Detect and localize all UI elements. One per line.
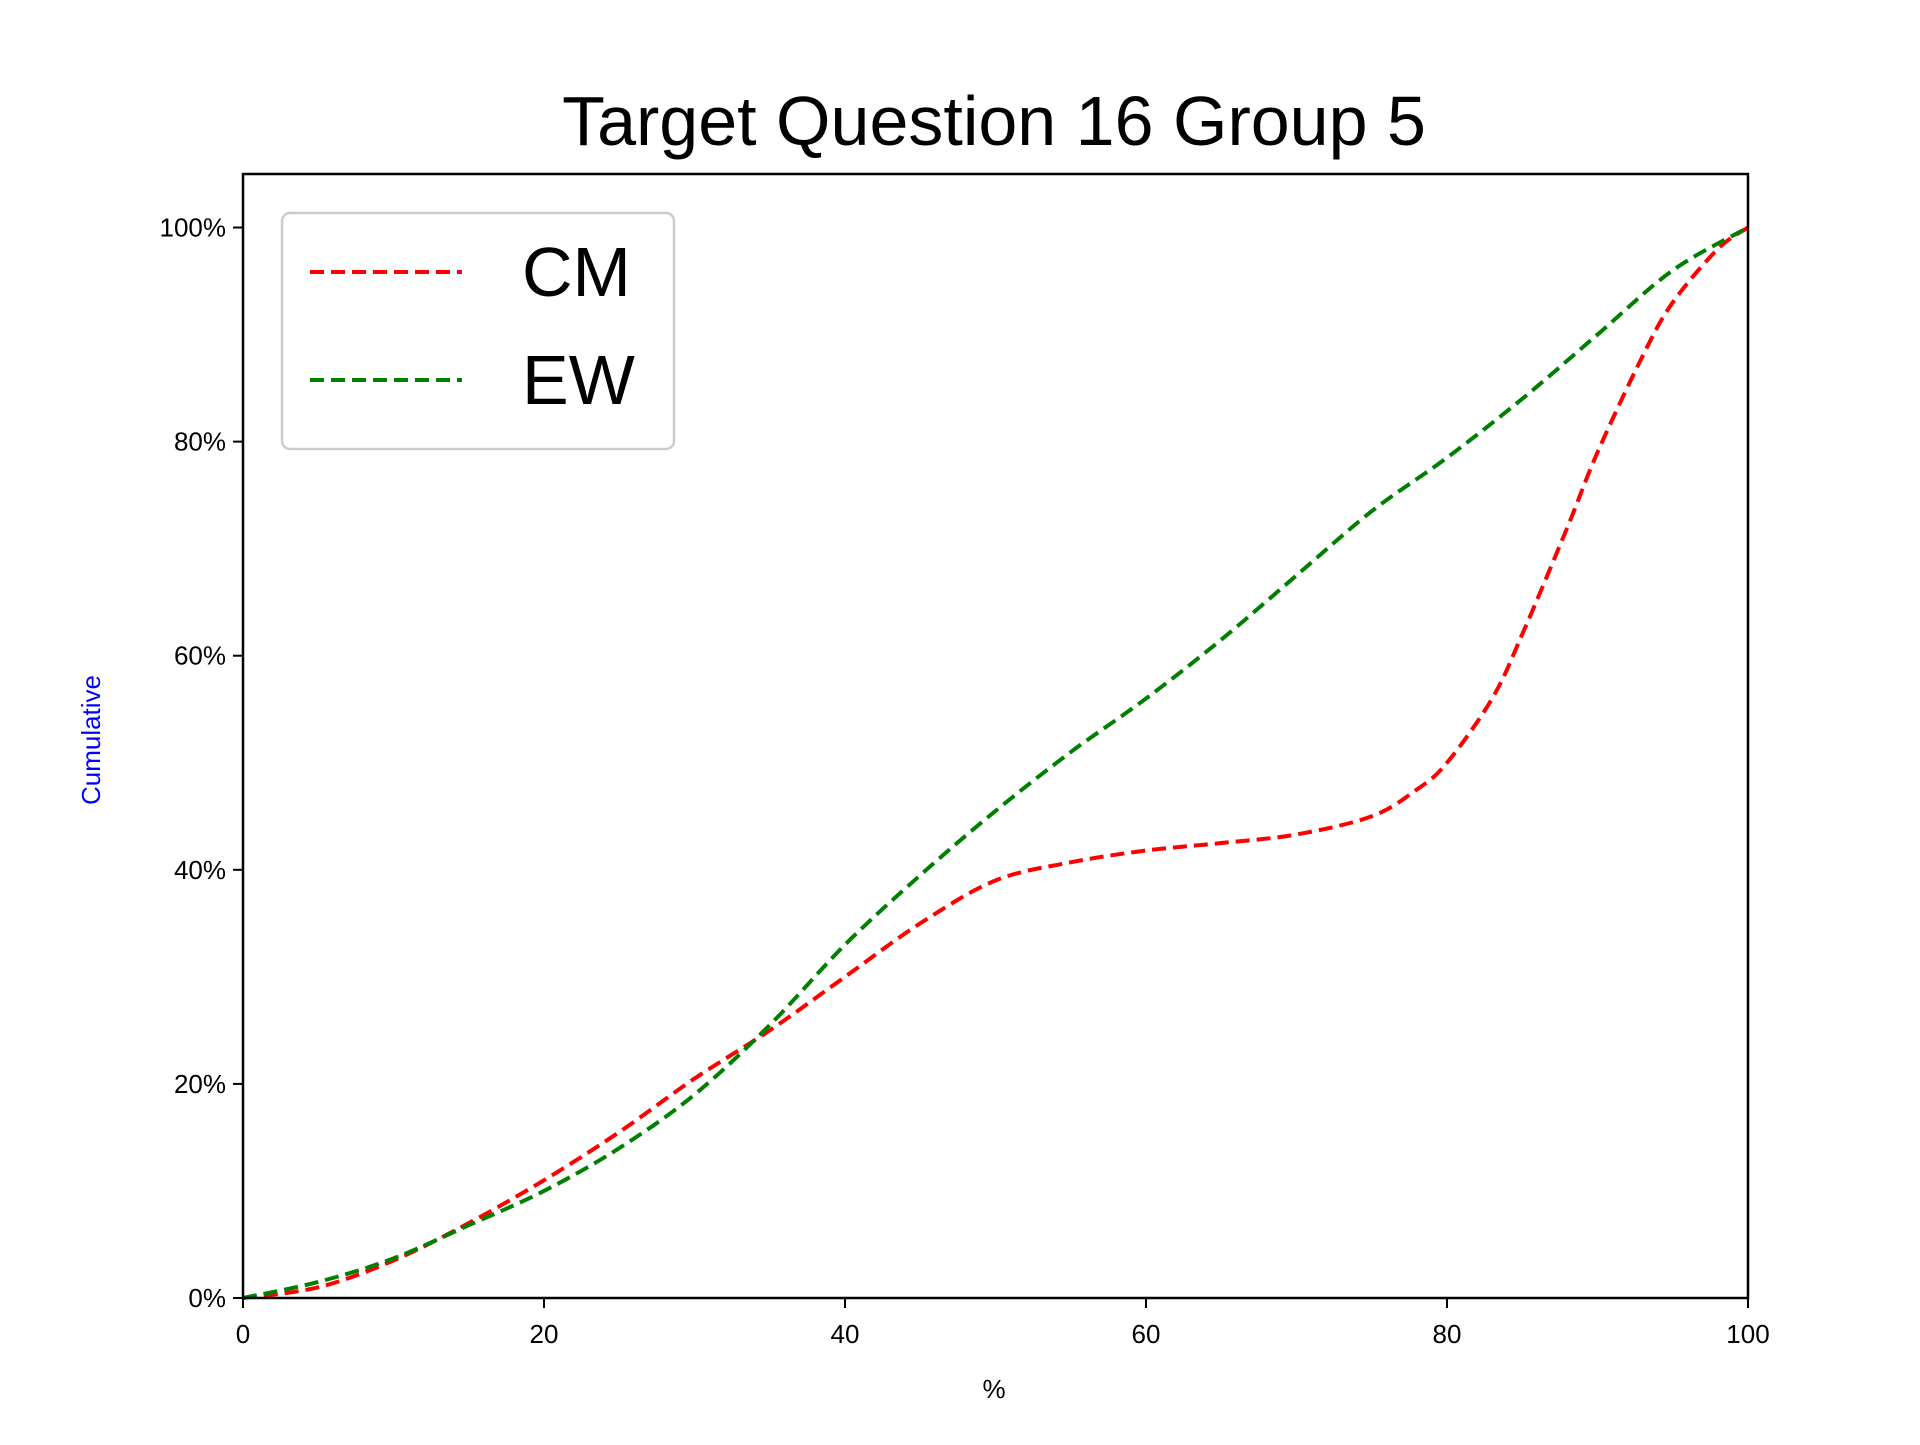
plot-area <box>242 225 1750 1300</box>
plot-frame <box>241 172 1750 1300</box>
y-tick-label: 0% <box>188 1283 226 1313</box>
x-tick-label: 100 <box>1726 1319 1769 1349</box>
chart-title: Target Question 16 Group 5 <box>562 82 1426 160</box>
axis-ticks: 0 20 40 60 80 100 0% 20% 40% 60% 80% 100% <box>160 213 1770 1349</box>
x-tick-label: 60 <box>1132 1319 1161 1349</box>
x-tick-label: 20 <box>530 1319 559 1349</box>
y-tick-label: 20% <box>174 1069 226 1099</box>
y-tick-label: 60% <box>174 641 226 671</box>
x-tick-label: 0 <box>236 1319 250 1349</box>
series-line-ew <box>242 225 1749 1300</box>
y-tick-label: 40% <box>174 855 226 885</box>
legend-label-ew: EW <box>522 341 635 419</box>
y-tick-label: 80% <box>174 427 226 457</box>
y-axis-label: Cumulative <box>76 675 106 805</box>
x-tick-label: 40 <box>831 1319 860 1349</box>
series-line-cm <box>242 225 1750 1300</box>
legend: CM EW <box>280 211 676 451</box>
y-tick-label: 100% <box>160 213 227 243</box>
x-axis-label: % <box>982 1374 1005 1404</box>
x-tick-label: 80 <box>1433 1319 1462 1349</box>
legend-label-cm: CM <box>522 233 631 311</box>
